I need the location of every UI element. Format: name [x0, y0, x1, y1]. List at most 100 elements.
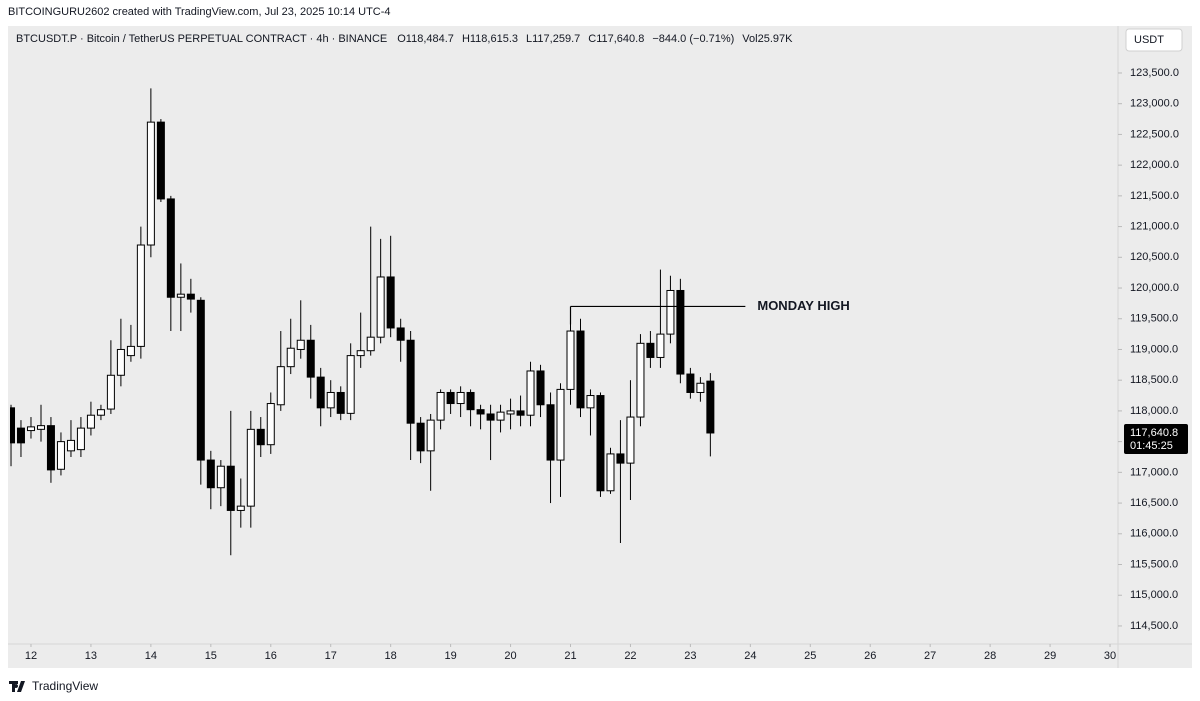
ohlc-item: L117,259.7: [526, 33, 580, 45]
candle-body: [256, 428, 265, 446]
legend: BTCUSDT.P · Bitcoin / TetherUS PERPETUAL…: [16, 33, 793, 45]
x-tick-label: 27: [924, 650, 936, 662]
candle-body: [326, 391, 335, 409]
plot: [10, 88, 746, 556]
candle-body: [456, 391, 465, 405]
x-tick-label: 24: [744, 650, 756, 662]
y-tick-label: 120,000.0: [1130, 282, 1179, 294]
candle-body: [56, 441, 65, 470]
candle-body: [436, 391, 445, 421]
y-tick-label: 122,000.0: [1130, 159, 1179, 171]
x-tick-label: 21: [564, 650, 576, 662]
candle-body: [276, 366, 285, 406]
x-tick-label: 20: [504, 650, 516, 662]
candle-body: [416, 422, 425, 452]
last-price-box: [1124, 423, 1188, 454]
x-tick-label: 12: [25, 650, 37, 662]
y-tick-label: 122,500.0: [1130, 128, 1179, 140]
candle-body: [336, 391, 345, 414]
candle-body: [356, 350, 365, 357]
candle-body: [216, 465, 225, 489]
y-tick-label: 120,500.0: [1130, 251, 1179, 263]
x-tick-label: 15: [205, 650, 217, 662]
candle-body: [676, 289, 685, 375]
x-tick-label: 18: [385, 650, 397, 662]
currency-box[interactable]: [1125, 28, 1183, 52]
y-tick-label: 119,000.0: [1130, 343, 1178, 355]
y-tick-label: 123,500.0: [1130, 67, 1179, 79]
candle-body: [76, 427, 85, 451]
brand: TradingView: [9, 679, 98, 693]
y-tick-label: 117,000.0: [1130, 466, 1178, 478]
candle-body: [486, 413, 495, 421]
x-tick-label: 30: [1104, 650, 1116, 662]
candle-body: [546, 404, 555, 461]
candle-body: [136, 244, 145, 347]
logo: [9, 681, 25, 692]
candle-body: [26, 426, 35, 432]
symbol: BTCUSDT.P · Bitcoin / TetherUS PERPETUAL…: [16, 33, 387, 45]
y-tick-label: 116,500.0: [1130, 497, 1178, 509]
ohlc-item: Vol25.97K: [742, 33, 793, 45]
x-tick-label: 22: [624, 650, 636, 662]
last-price-label: 117,640.8: [1130, 427, 1178, 439]
y-tick-label: 118,500.0: [1130, 374, 1178, 386]
candle-body: [296, 339, 305, 350]
y-tick-label: 121,000.0: [1130, 220, 1179, 232]
y-tick-label: 119,500.0: [1130, 313, 1178, 325]
x-tick-label: 25: [804, 650, 816, 662]
currency[interactable]: USDT: [1134, 34, 1164, 46]
candle-body: [446, 391, 455, 405]
x-tick-label: 13: [85, 650, 97, 662]
candle-body: [86, 414, 95, 429]
candle-body: [386, 276, 395, 329]
candle-body: [10, 407, 16, 444]
candle-body: [666, 289, 675, 335]
candle-body: [316, 376, 325, 409]
candle-body: [126, 345, 135, 357]
x-tick-label: 19: [444, 650, 456, 662]
candle-body: [186, 293, 195, 300]
candle-body: [36, 425, 45, 430]
candle-body: [586, 395, 595, 409]
candle-body: [196, 299, 205, 461]
candle-body: [246, 428, 255, 507]
x-tick-label: 29: [1044, 650, 1056, 662]
candle-body: [396, 327, 405, 341]
candle-body: [206, 459, 215, 489]
candle-body: [696, 382, 705, 393]
candle-body: [636, 342, 645, 418]
candle-body: [686, 373, 695, 393]
annotation-text: MONDAY HIGH: [757, 298, 849, 313]
candle-body: [606, 453, 615, 492]
candle-body: [226, 465, 235, 511]
y-tick-label: 115,000.0: [1130, 589, 1178, 601]
candle-body: [236, 505, 245, 511]
y-tick-label: 114,500.0: [1130, 620, 1178, 632]
candle-body: [146, 121, 155, 246]
candle-body: [556, 388, 565, 461]
y-tick-label: 116,000.0: [1130, 528, 1178, 540]
ohlc-item: −844.0 (−0.71%): [652, 33, 734, 45]
candle-body: [286, 347, 295, 368]
candle-body: [646, 342, 655, 358]
chart-panel: [8, 26, 1192, 668]
candle-body: [626, 416, 635, 464]
y-tick-label: 118,000.0: [1130, 405, 1178, 417]
x-tick-label: 26: [864, 650, 876, 662]
candle-body: [526, 370, 535, 416]
credit: BITCOINGURU2602 created with TradingView…: [8, 6, 391, 18]
candle-body: [16, 427, 25, 444]
candle-body: [576, 330, 585, 409]
candle-body: [96, 409, 105, 416]
brand-name: TradingView: [32, 679, 98, 693]
ohlc-item: H118,615.3: [462, 33, 518, 45]
ohlc-item: C117,640.8: [588, 33, 644, 45]
candle-body: [496, 411, 505, 421]
x-tick-label: 16: [265, 650, 277, 662]
y-tick-label: 123,000.0: [1130, 98, 1179, 110]
candle-body: [376, 276, 385, 338]
candle-body: [106, 374, 115, 410]
candle-body: [536, 370, 545, 406]
candle-body: [426, 419, 435, 452]
